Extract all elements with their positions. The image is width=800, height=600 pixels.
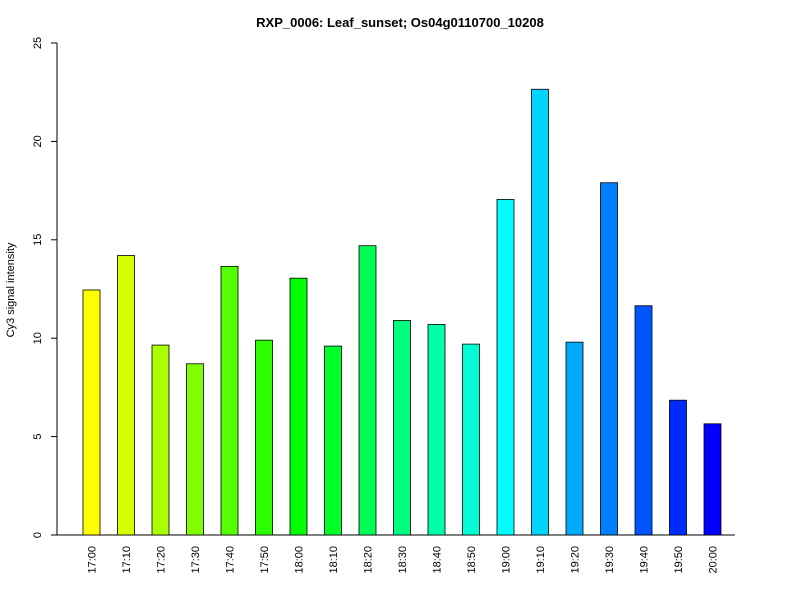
x-tick-label: 19:50 <box>673 546 685 574</box>
x-tick-label: 19:10 <box>535 546 547 574</box>
bar-1900 <box>496 199 515 536</box>
x-tick-label: 18:00 <box>294 546 306 574</box>
x-tick-label: 18:10 <box>328 546 340 574</box>
bar-2000 <box>703 423 722 536</box>
x-tick-label: 19:30 <box>604 546 616 574</box>
y-tick-label: 0 <box>32 532 44 538</box>
x-tick-label: 19:40 <box>639 546 651 574</box>
x-tick-label: 17:50 <box>259 546 271 574</box>
bar-1700 <box>82 289 101 536</box>
bar-1830 <box>393 320 411 536</box>
x-tick-label: 19:20 <box>570 546 582 574</box>
x-tick-label: 19:00 <box>501 546 513 574</box>
bar-1730 <box>186 363 204 536</box>
bar-1840 <box>427 324 446 536</box>
y-ticks: 0 5 10 15 20 25 <box>32 37 57 538</box>
x-tick-label: 20:00 <box>708 546 720 574</box>
x-tick-label: 17:20 <box>156 546 168 574</box>
bar-1720 <box>151 344 170 536</box>
bars <box>82 88 722 536</box>
bar-1810 <box>324 345 342 536</box>
chart-title: RXP_0006: Leaf_sunset; Os04g0110700_1020… <box>256 15 544 30</box>
bar-1910 <box>531 88 549 536</box>
y-axis-label: Cy3 signal intensity <box>5 242 17 337</box>
x-tick-label: 18:20 <box>363 546 375 574</box>
x-tick-label: 17:10 <box>121 546 133 574</box>
bar-1920 <box>565 341 584 536</box>
bar-1940 <box>634 305 653 536</box>
bar-1820 <box>358 245 377 536</box>
y-tick-label: 20 <box>32 135 44 147</box>
y-tick-label: 10 <box>32 332 44 344</box>
bar-1850 <box>462 343 480 536</box>
bar-1750 <box>255 339 273 536</box>
bar-1930 <box>600 182 618 536</box>
y-tick-label: 15 <box>32 234 44 246</box>
x-tick-labels: 17:00 17:10 17:20 17:30 17:40 17:50 18:00 18:10… <box>87 546 720 574</box>
bar-1710 <box>117 255 135 536</box>
x-tick-label: 17:40 <box>225 546 237 574</box>
x-tick-label: 18:50 <box>466 546 478 574</box>
bar-1740 <box>220 265 239 536</box>
x-tick-label: 17:30 <box>190 546 202 574</box>
x-tick-label: 17:00 <box>87 546 99 574</box>
y-tick-label: 5 <box>32 434 44 440</box>
bar-1950 <box>669 399 687 536</box>
bar-1800 <box>289 277 308 536</box>
y-tick-label: 25 <box>32 37 44 49</box>
x-tick-label: 18:40 <box>432 546 444 574</box>
x-tick-label: 18:30 <box>397 546 409 574</box>
